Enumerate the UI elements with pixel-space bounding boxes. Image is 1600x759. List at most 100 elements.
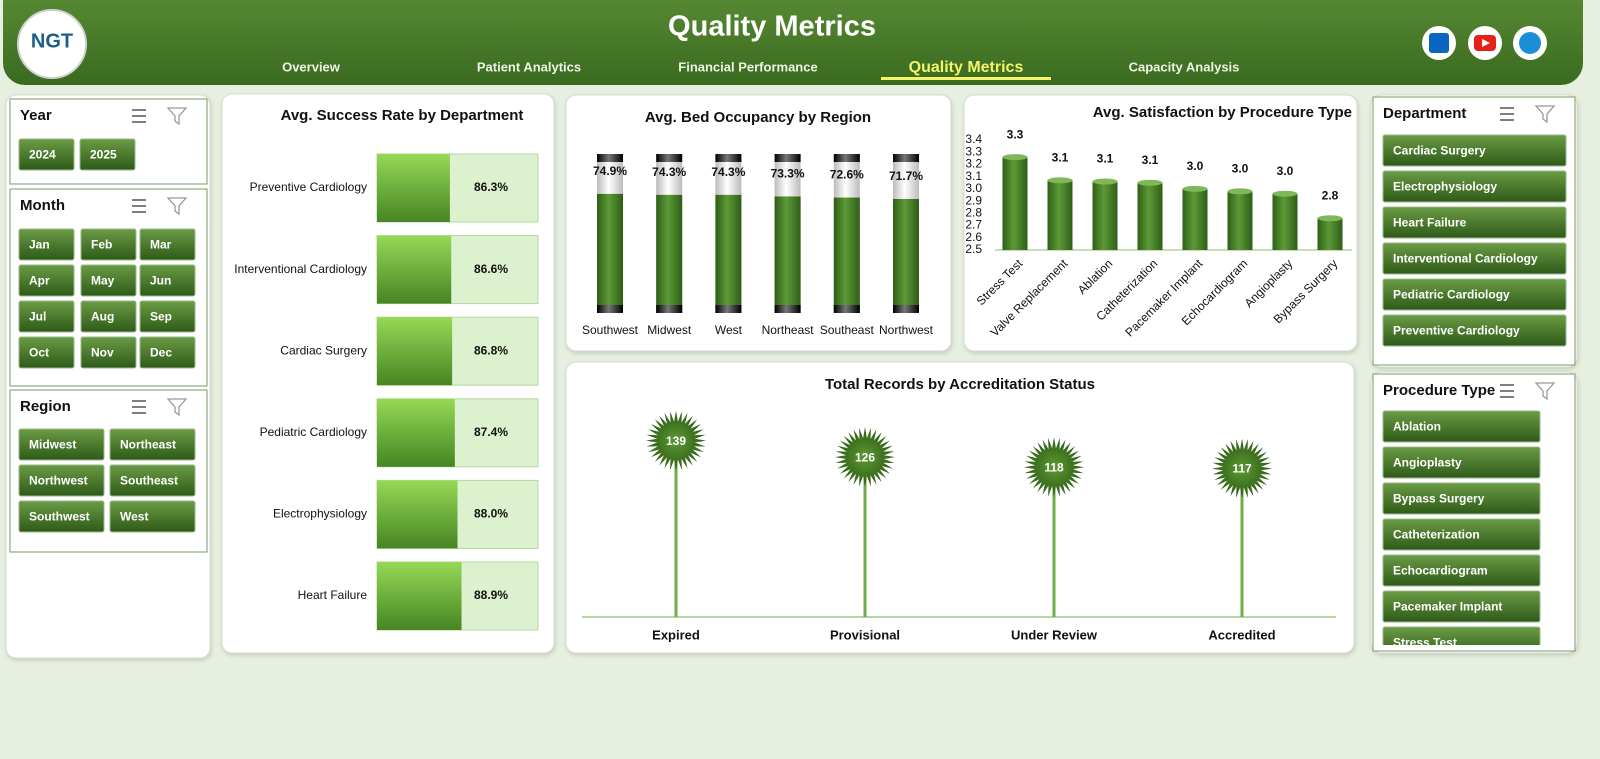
slicer-title: Region bbox=[20, 398, 71, 415]
lollipop-head bbox=[835, 427, 895, 488]
value-label: 74.3% bbox=[652, 165, 686, 179]
slicer-button-label: Bypass Surgery bbox=[1393, 492, 1485, 506]
slicer-button-label: West bbox=[120, 510, 148, 524]
slicer-button[interactable] bbox=[18, 264, 75, 297]
bar-cap bbox=[774, 305, 801, 313]
slicer-button[interactable] bbox=[1382, 170, 1567, 203]
slicer-button[interactable] bbox=[18, 428, 105, 461]
slicer-button-label: Aug bbox=[91, 310, 114, 324]
bar-top bbox=[1047, 177, 1073, 184]
youtube-play bbox=[1482, 39, 1490, 47]
slicer-button[interactable] bbox=[18, 464, 105, 497]
slicer-title: Procedure Type bbox=[1383, 382, 1495, 399]
multi-select-icon[interactable] bbox=[132, 109, 146, 123]
slicer-button-label: Nov bbox=[91, 346, 114, 360]
chart-title: Total Records by Accreditation Status bbox=[825, 376, 1095, 393]
slicer-button[interactable] bbox=[1382, 314, 1567, 347]
slicer-button[interactable] bbox=[1382, 590, 1541, 623]
clear-filter-icon[interactable] bbox=[166, 398, 188, 417]
slicer-button-label: Southwest bbox=[29, 510, 90, 524]
y-tick-label: 3.1 bbox=[965, 169, 982, 183]
slicer-button[interactable] bbox=[80, 228, 137, 261]
slicer-button-label: Ablation bbox=[1393, 420, 1441, 434]
clear-filter-icon[interactable] bbox=[1534, 105, 1556, 124]
slicer-button[interactable] bbox=[1382, 446, 1541, 479]
nav-tab[interactable]: Quality Metrics bbox=[909, 59, 1024, 76]
slicer-button[interactable] bbox=[139, 336, 196, 369]
slicer-button-label: May bbox=[91, 274, 115, 288]
slicer-title: Department bbox=[1383, 105, 1466, 122]
y-tick-label: 3.4 bbox=[965, 132, 982, 146]
chart-title: Avg. Bed Occupancy by Region bbox=[645, 109, 871, 126]
lollipop-head bbox=[1024, 437, 1084, 498]
slicer-button-label: Catheterization bbox=[1393, 528, 1480, 542]
slicer-button[interactable] bbox=[1382, 554, 1541, 587]
category-label: Provisional bbox=[830, 627, 900, 642]
slicer-button-label: Feb bbox=[91, 238, 112, 252]
slicer-button-label: Angioplasty bbox=[1393, 456, 1462, 470]
slicer-title: Month bbox=[20, 197, 65, 214]
slicer-button[interactable] bbox=[1382, 242, 1567, 275]
slicer-button[interactable] bbox=[79, 138, 136, 171]
slicer-button[interactable] bbox=[18, 138, 75, 171]
clear-filter-icon[interactable] bbox=[166, 197, 188, 216]
multi-select-icon[interactable] bbox=[1500, 384, 1514, 398]
nav-tab[interactable]: Capacity Analysis bbox=[1129, 59, 1240, 74]
category-label: Southwest bbox=[582, 323, 639, 337]
y-tick-label: 3.3 bbox=[965, 144, 982, 158]
value-label: 3.1 bbox=[1097, 152, 1114, 166]
value-label: 73.3% bbox=[771, 167, 805, 181]
slicer-button-label: Midwest bbox=[29, 438, 76, 452]
clear-filter-icon[interactable] bbox=[166, 107, 188, 126]
lollipop-head bbox=[646, 410, 706, 471]
page-title: Quality Metrics bbox=[668, 11, 876, 43]
slicer-button[interactable] bbox=[109, 464, 196, 497]
chart-title: Avg. Success Rate by Department bbox=[281, 107, 524, 124]
logo bbox=[17, 9, 87, 79]
slicer-button[interactable] bbox=[80, 336, 137, 369]
y-tick-label: 2.8 bbox=[965, 206, 982, 220]
slicer-button[interactable] bbox=[109, 500, 196, 533]
value-label: 3.1 bbox=[1142, 153, 1159, 167]
clear-filter-icon[interactable] bbox=[1534, 382, 1556, 401]
bar-top bbox=[1317, 215, 1343, 222]
multi-select-icon[interactable] bbox=[132, 199, 146, 213]
bar bbox=[1182, 188, 1208, 250]
slicer-button[interactable] bbox=[109, 428, 196, 461]
multi-select-icon[interactable] bbox=[1500, 107, 1514, 121]
slicer-button[interactable] bbox=[80, 300, 137, 333]
slicer-button[interactable] bbox=[18, 228, 75, 261]
slicer-button[interactable] bbox=[1382, 482, 1541, 515]
slicer-button-label: Heart Failure bbox=[1393, 216, 1467, 230]
slicer-button[interactable] bbox=[1382, 134, 1567, 167]
slicer-button[interactable] bbox=[1382, 278, 1567, 311]
bar bbox=[893, 198, 919, 313]
bar-cap bbox=[715, 154, 742, 162]
slicer-items: Ablation Angioplasty Bypass Surgery Cathete… bbox=[1382, 410, 1541, 658]
value-label: 117 bbox=[1232, 462, 1252, 476]
nav-tab[interactable]: Financial Performance bbox=[678, 59, 817, 74]
multi-select-icon[interactable] bbox=[132, 400, 146, 414]
nav-tab[interactable]: Patient Analytics bbox=[477, 59, 581, 74]
slicer-button[interactable] bbox=[18, 500, 105, 533]
slicer-button-label: Jun bbox=[150, 274, 171, 288]
bar-top bbox=[1227, 188, 1253, 195]
slicer-button[interactable] bbox=[139, 300, 196, 333]
slicer-button[interactable] bbox=[1382, 518, 1541, 551]
slicer-button[interactable] bbox=[139, 264, 196, 297]
bar-top bbox=[1272, 190, 1298, 197]
bar-cap bbox=[597, 305, 623, 313]
value-label: 3.0 bbox=[1187, 159, 1204, 173]
slicer-button[interactable] bbox=[80, 264, 137, 297]
slicer-button[interactable] bbox=[18, 300, 75, 333]
slicer-button[interactable] bbox=[1382, 410, 1541, 443]
slicer-button[interactable] bbox=[1382, 206, 1567, 239]
nav-tab[interactable]: Overview bbox=[282, 59, 341, 74]
slicer-button[interactable] bbox=[139, 228, 196, 261]
slicer-button[interactable] bbox=[1382, 626, 1541, 658]
bar bbox=[377, 154, 450, 222]
value-label: 3.0 bbox=[1232, 162, 1249, 176]
slicer-button[interactable] bbox=[18, 336, 75, 369]
value-label: 74.3% bbox=[711, 165, 745, 179]
